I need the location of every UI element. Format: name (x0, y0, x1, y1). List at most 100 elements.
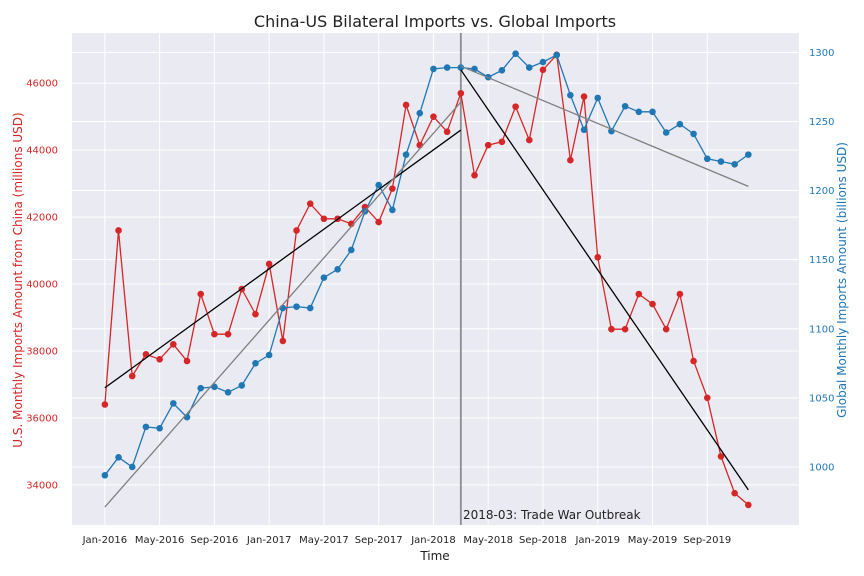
global-imports-point (457, 64, 465, 71)
global-imports-point (621, 102, 629, 110)
x-axis-label: Time (419, 549, 449, 563)
china-imports-point (375, 218, 382, 226)
global-imports-point (649, 108, 656, 116)
global-imports-point (347, 246, 355, 254)
china-imports-point (525, 136, 533, 144)
y-tick-label-right: 1100 (809, 324, 834, 335)
x-tick-label: Sep-2016 (190, 535, 238, 546)
global-imports-point (101, 471, 109, 479)
axis-ticks: Jan-2016 May-2016 Sep-2016 Jan-2017 May-2017… (26, 48, 834, 546)
china-imports-point (170, 340, 177, 348)
global-imports-point (512, 50, 519, 58)
x-tick-label: May-2017 (299, 535, 349, 546)
y-tick-label-left: 38000 (26, 346, 58, 357)
global-imports-point (731, 160, 738, 168)
y-axis-left-label: U.S. Monthly Imports Amount from China (… (11, 112, 25, 447)
china-imports-point (293, 227, 300, 234)
y-tick-label-left: 40000 (26, 280, 58, 291)
global-imports-point (142, 423, 150, 431)
china-imports-point (731, 489, 738, 497)
china-imports-point (389, 185, 396, 192)
china-imports-point (128, 372, 136, 380)
global-imports-point (252, 360, 259, 367)
global-imports-point (183, 413, 191, 421)
global-imports-point (389, 206, 396, 214)
y-tick-label-left: 42000 (26, 213, 58, 224)
global-imports-point (265, 351, 273, 359)
global-imports-point (320, 274, 328, 281)
china-imports-point (580, 93, 588, 100)
global-imports-point (402, 151, 410, 158)
global-imports-point (539, 58, 547, 66)
china-imports-point (265, 260, 273, 268)
china-imports-point (279, 337, 287, 345)
china-imports-point (211, 330, 218, 338)
china-imports-point (320, 215, 328, 223)
china-imports-point (115, 227, 122, 234)
global-imports-point (375, 181, 382, 189)
y-tick-label-left: 36000 (26, 413, 58, 424)
china-imports-point (471, 171, 478, 179)
global-imports-point (156, 424, 163, 432)
y-tick-label-left: 46000 (26, 79, 58, 90)
china-imports-point (635, 290, 643, 298)
china-imports-point (567, 156, 574, 164)
china-imports-point (416, 141, 424, 149)
global-imports-point (553, 51, 560, 59)
china-imports-point (498, 138, 506, 146)
global-imports-point (416, 109, 424, 117)
x-tick-label: Sep-2018 (519, 535, 567, 546)
china-imports-point (224, 330, 232, 338)
global-imports-point (293, 303, 300, 310)
global-imports-point (635, 108, 643, 116)
china-imports-point (252, 310, 259, 318)
global-imports-point (567, 91, 574, 99)
y-tick-label-right: 1200 (809, 186, 834, 197)
china-imports-point (621, 325, 629, 333)
china-imports-point (594, 253, 602, 261)
global-imports-point (703, 155, 711, 163)
global-imports-point (717, 158, 725, 165)
x-tick-label: Jan-2016 (82, 535, 127, 546)
china-imports-point (183, 357, 191, 365)
x-tick-label: Jan-2017 (246, 535, 291, 546)
x-tick-label: May-2019 (628, 535, 678, 546)
global-imports-point (128, 463, 136, 471)
china-imports-point (512, 103, 519, 110)
x-tick-label: Sep-2019 (683, 535, 731, 546)
china-imports-point (649, 300, 656, 308)
global-imports-point (306, 304, 314, 312)
global-imports-point (676, 120, 684, 128)
china-imports-point (608, 325, 615, 333)
china-imports-point (197, 290, 204, 298)
y-axis-right-label: Global Monthly Imports Amount (billions … (835, 142, 849, 418)
china-imports-point (745, 501, 752, 509)
data-markers (101, 50, 752, 509)
x-tick-label: Jan-2019 (574, 535, 619, 546)
global-imports-point (430, 65, 437, 73)
y-tick-label-right: 1250 (809, 117, 834, 128)
x-tick-label: Sep-2017 (355, 535, 403, 546)
y-tick-label-left: 34000 (26, 480, 58, 491)
china-imports-point (690, 357, 697, 365)
china-imports-point (539, 66, 547, 74)
y-tick-label-right: 1300 (809, 48, 834, 59)
grid-lines (72, 33, 799, 525)
china-imports-point (662, 325, 670, 333)
chart-title: China-US Bilateral Imports vs. Global Im… (254, 12, 616, 31)
china-imports-point (156, 356, 163, 363)
global-imports-point (197, 384, 204, 392)
china-imports-point (402, 101, 410, 109)
global-imports-point (690, 130, 697, 138)
china-imports-point (457, 89, 465, 97)
china-imports-point (101, 401, 109, 408)
x-tick-label: May-2018 (463, 535, 513, 546)
global-imports-point (224, 389, 232, 396)
x-tick-label: May-2016 (135, 535, 185, 546)
china-imports-point (717, 453, 725, 460)
trend-line (104, 129, 462, 389)
global-imports-point (580, 126, 588, 134)
global-imports-point (525, 64, 533, 71)
china-imports-point (676, 290, 684, 298)
